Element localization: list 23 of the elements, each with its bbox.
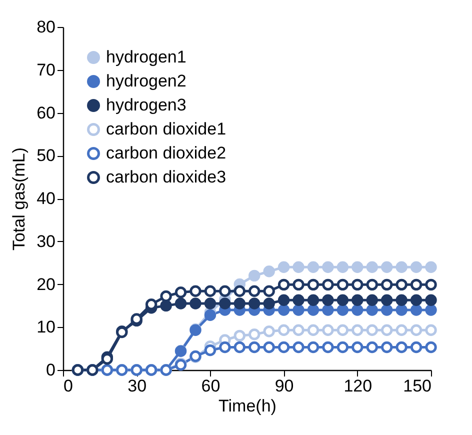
- y-tick-label: 30: [36, 232, 56, 251]
- y-tick-label: 20: [36, 274, 56, 294]
- y-tick-label: 50: [36, 146, 56, 166]
- legend-label: hydrogen2: [106, 72, 186, 90]
- y-tick-label: 60: [36, 103, 56, 122]
- x-tick-label: 150: [403, 376, 432, 396]
- y-tick-label: 0: [46, 360, 56, 380]
- legend-label: carbon dioxide3: [106, 168, 226, 186]
- x-axis-title: Time(h): [218, 396, 276, 416]
- y-tick-label: 70: [36, 60, 56, 80]
- legend-label: carbon dioxide2: [106, 144, 226, 162]
- y-tick-label: 40: [36, 189, 56, 208]
- x-tick-label: 0: [64, 376, 73, 396]
- x-tick-label: 120: [344, 376, 372, 396]
- x-tick-label: 90: [274, 376, 294, 396]
- y-tick-label: 10: [36, 318, 56, 337]
- legend-label: carbon dioxide1: [106, 120, 226, 138]
- y-tick-label: 80: [36, 18, 56, 36]
- legend-label: hydrogen1: [106, 48, 186, 66]
- x-tick-label: 60: [201, 376, 220, 396]
- y-axis-title: Total gas(mL): [10, 148, 29, 250]
- x-tick-label: 30: [128, 376, 147, 396]
- legend-label: hydrogen3: [106, 96, 186, 114]
